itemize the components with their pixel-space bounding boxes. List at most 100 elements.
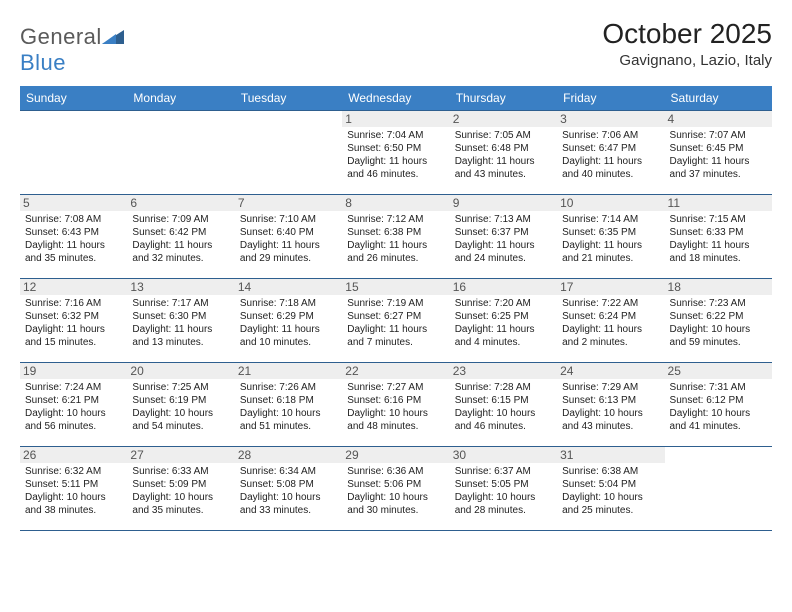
sunrise-line: Sunrise: 7:15 AM xyxy=(670,213,767,226)
sunset-line: Sunset: 5:05 PM xyxy=(455,478,552,491)
daylight-line: Daylight: 11 hours and 32 minutes. xyxy=(132,239,229,265)
calendar-cell: 17Sunrise: 7:22 AMSunset: 6:24 PMDayligh… xyxy=(557,279,664,363)
daylight-line: Daylight: 10 hours and 43 minutes. xyxy=(562,407,659,433)
daylight-line: Daylight: 11 hours and 4 minutes. xyxy=(455,323,552,349)
calendar-cell: 19Sunrise: 7:24 AMSunset: 6:21 PMDayligh… xyxy=(20,363,127,447)
weekday-header: Friday xyxy=(557,86,664,111)
calendar-cell: 22Sunrise: 7:27 AMSunset: 6:16 PMDayligh… xyxy=(342,363,449,447)
calendar-cell: 3Sunrise: 7:06 AMSunset: 6:47 PMDaylight… xyxy=(557,111,664,195)
day-number: 29 xyxy=(342,447,449,463)
calendar-row: 19Sunrise: 7:24 AMSunset: 6:21 PMDayligh… xyxy=(20,363,772,447)
calendar-cell: 21Sunrise: 7:26 AMSunset: 6:18 PMDayligh… xyxy=(235,363,342,447)
sunset-line: Sunset: 6:37 PM xyxy=(455,226,552,239)
sunrise-line: Sunrise: 7:26 AM xyxy=(240,381,337,394)
day-number: 22 xyxy=(342,363,449,379)
sunrise-line: Sunrise: 7:20 AM xyxy=(455,297,552,310)
sunrise-line: Sunrise: 6:32 AM xyxy=(25,465,122,478)
sunset-line: Sunset: 6:48 PM xyxy=(455,142,552,155)
calendar-cell: 12Sunrise: 7:16 AMSunset: 6:32 PMDayligh… xyxy=(20,279,127,363)
weekday-header: Monday xyxy=(127,86,234,111)
calendar-cell: 2Sunrise: 7:05 AMSunset: 6:48 PMDaylight… xyxy=(450,111,557,195)
day-number: 5 xyxy=(20,195,127,211)
calendar-row: 26Sunrise: 6:32 AMSunset: 5:11 PMDayligh… xyxy=(20,447,772,531)
calendar-cell: 29Sunrise: 6:36 AMSunset: 5:06 PMDayligh… xyxy=(342,447,449,531)
daylight-line: Daylight: 11 hours and 35 minutes. xyxy=(25,239,122,265)
daylight-line: Daylight: 11 hours and 2 minutes. xyxy=(562,323,659,349)
calendar-cell: 27Sunrise: 6:33 AMSunset: 5:09 PMDayligh… xyxy=(127,447,234,531)
sunrise-line: Sunrise: 7:05 AM xyxy=(455,129,552,142)
day-number: 13 xyxy=(127,279,234,295)
day-number: 11 xyxy=(665,195,772,211)
sunrise-line: Sunrise: 7:28 AM xyxy=(455,381,552,394)
day-number: 27 xyxy=(127,447,234,463)
sunrise-line: Sunrise: 7:04 AM xyxy=(347,129,444,142)
sunset-line: Sunset: 6:40 PM xyxy=(240,226,337,239)
calendar-cell: 20Sunrise: 7:25 AMSunset: 6:19 PMDayligh… xyxy=(127,363,234,447)
sunrise-line: Sunrise: 7:25 AM xyxy=(132,381,229,394)
daylight-line: Daylight: 10 hours and 35 minutes. xyxy=(132,491,229,517)
calendar-cell xyxy=(127,111,234,195)
sunrise-line: Sunrise: 7:07 AM xyxy=(670,129,767,142)
calendar-cell: 5Sunrise: 7:08 AMSunset: 6:43 PMDaylight… xyxy=(20,195,127,279)
calendar-cell: 10Sunrise: 7:14 AMSunset: 6:35 PMDayligh… xyxy=(557,195,664,279)
daylight-line: Daylight: 10 hours and 30 minutes. xyxy=(347,491,444,517)
daylight-line: Daylight: 11 hours and 37 minutes. xyxy=(670,155,767,181)
calendar-cell: 8Sunrise: 7:12 AMSunset: 6:38 PMDaylight… xyxy=(342,195,449,279)
daylight-line: Daylight: 11 hours and 7 minutes. xyxy=(347,323,444,349)
sunset-line: Sunset: 6:43 PM xyxy=(25,226,122,239)
sunrise-line: Sunrise: 7:12 AM xyxy=(347,213,444,226)
sunset-line: Sunset: 6:27 PM xyxy=(347,310,444,323)
sunrise-line: Sunrise: 7:22 AM xyxy=(562,297,659,310)
calendar-cell: 4Sunrise: 7:07 AMSunset: 6:45 PMDaylight… xyxy=(665,111,772,195)
daylight-line: Daylight: 11 hours and 15 minutes. xyxy=(25,323,122,349)
calendar-cell: 15Sunrise: 7:19 AMSunset: 6:27 PMDayligh… xyxy=(342,279,449,363)
sunrise-line: Sunrise: 6:36 AM xyxy=(347,465,444,478)
calendar-cell: 28Sunrise: 6:34 AMSunset: 5:08 PMDayligh… xyxy=(235,447,342,531)
day-number: 31 xyxy=(557,447,664,463)
weekday-header: Saturday xyxy=(665,86,772,111)
daylight-line: Daylight: 11 hours and 40 minutes. xyxy=(562,155,659,181)
sunset-line: Sunset: 6:42 PM xyxy=(132,226,229,239)
day-number: 19 xyxy=(20,363,127,379)
calendar-cell: 18Sunrise: 7:23 AMSunset: 6:22 PMDayligh… xyxy=(665,279,772,363)
sunset-line: Sunset: 6:32 PM xyxy=(25,310,122,323)
day-number: 30 xyxy=(450,447,557,463)
calendar-row: 5Sunrise: 7:08 AMSunset: 6:43 PMDaylight… xyxy=(20,195,772,279)
day-number: 28 xyxy=(235,447,342,463)
calendar-cell: 26Sunrise: 6:32 AMSunset: 5:11 PMDayligh… xyxy=(20,447,127,531)
daylight-line: Daylight: 10 hours and 51 minutes. xyxy=(240,407,337,433)
day-number: 8 xyxy=(342,195,449,211)
weekday-header: Tuesday xyxy=(235,86,342,111)
calendar-cell: 14Sunrise: 7:18 AMSunset: 6:29 PMDayligh… xyxy=(235,279,342,363)
sunset-line: Sunset: 5:04 PM xyxy=(562,478,659,491)
day-number: 10 xyxy=(557,195,664,211)
day-number: 6 xyxy=(127,195,234,211)
sunset-line: Sunset: 5:08 PM xyxy=(240,478,337,491)
day-number: 26 xyxy=(20,447,127,463)
calendar-cell: 6Sunrise: 7:09 AMSunset: 6:42 PMDaylight… xyxy=(127,195,234,279)
calendar-cell: 9Sunrise: 7:13 AMSunset: 6:37 PMDaylight… xyxy=(450,195,557,279)
calendar-cell: 23Sunrise: 7:28 AMSunset: 6:15 PMDayligh… xyxy=(450,363,557,447)
daylight-line: Daylight: 10 hours and 48 minutes. xyxy=(347,407,444,433)
calendar-cell: 7Sunrise: 7:10 AMSunset: 6:40 PMDaylight… xyxy=(235,195,342,279)
sunset-line: Sunset: 6:12 PM xyxy=(670,394,767,407)
day-number: 21 xyxy=(235,363,342,379)
calendar-cell: 16Sunrise: 7:20 AMSunset: 6:25 PMDayligh… xyxy=(450,279,557,363)
weekday-header: Thursday xyxy=(450,86,557,111)
calendar-cell: 31Sunrise: 6:38 AMSunset: 5:04 PMDayligh… xyxy=(557,447,664,531)
day-number: 25 xyxy=(665,363,772,379)
sunset-line: Sunset: 6:16 PM xyxy=(347,394,444,407)
daylight-line: Daylight: 11 hours and 46 minutes. xyxy=(347,155,444,181)
daylight-line: Daylight: 11 hours and 10 minutes. xyxy=(240,323,337,349)
brand-triangle-icon xyxy=(102,24,124,50)
day-number: 2 xyxy=(450,111,557,127)
sunset-line: Sunset: 6:33 PM xyxy=(670,226,767,239)
sunset-line: Sunset: 6:22 PM xyxy=(670,310,767,323)
day-number: 16 xyxy=(450,279,557,295)
calendar-cell: 25Sunrise: 7:31 AMSunset: 6:12 PMDayligh… xyxy=(665,363,772,447)
sunrise-line: Sunrise: 7:19 AM xyxy=(347,297,444,310)
sunset-line: Sunset: 6:21 PM xyxy=(25,394,122,407)
daylight-line: Daylight: 11 hours and 13 minutes. xyxy=(132,323,229,349)
brand-logo: General Blue xyxy=(20,18,124,76)
sunrise-line: Sunrise: 7:29 AM xyxy=(562,381,659,394)
